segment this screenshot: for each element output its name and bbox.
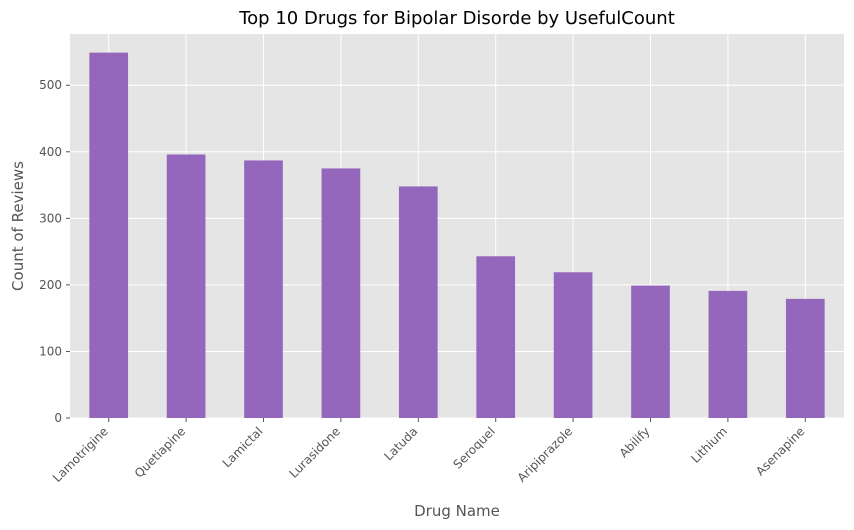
y-tick-label: 400 [39,145,62,159]
bar-lamictal [244,160,283,418]
y-axis-ticks: 0 100 200 300 400 500 [39,78,70,425]
x-tick-label: Lithium [688,424,730,466]
x-tick-label: Latuda [381,424,420,463]
bar-lurasidone [321,168,361,418]
bar-lamotrigine [89,52,129,419]
x-axis-ticks: Lamotrigine Quetiapine Lamictal Lurasidone L… [50,418,807,485]
x-tick-label: Lamictal [220,424,266,470]
x-tick-label: Lamotrigine [50,424,111,485]
x-tick-label: Abilify [617,424,653,460]
chart-title: Top 10 Drugs for Bipolar Disorde by Usef… [238,8,675,29]
x-tick-label: Quetiapine [132,424,188,480]
y-tick-label: 300 [39,211,62,225]
y-tick-label: 200 [39,278,62,292]
y-tick-label: 0 [54,411,62,425]
bar-quetiapine [166,154,206,419]
y-tick-label: 500 [39,78,62,92]
x-tick-label: Seroquel [450,424,497,471]
bar-asenapine [785,298,825,418]
bar-seroquel [476,256,516,418]
bar-lithium [708,290,748,418]
bars [89,52,825,419]
x-tick-label: Aripiprazole [515,424,576,485]
x-axis-label: Drug Name [414,502,500,520]
y-tick-label: 100 [39,344,62,358]
bar-aripiprazole [553,272,593,418]
x-tick-label: Asenapine [753,424,807,478]
bar-latuda [398,186,438,418]
bar-abilify [631,285,670,418]
x-tick-label: Lurasidone [287,424,344,481]
y-axis-label: Count of Reviews [9,161,27,291]
